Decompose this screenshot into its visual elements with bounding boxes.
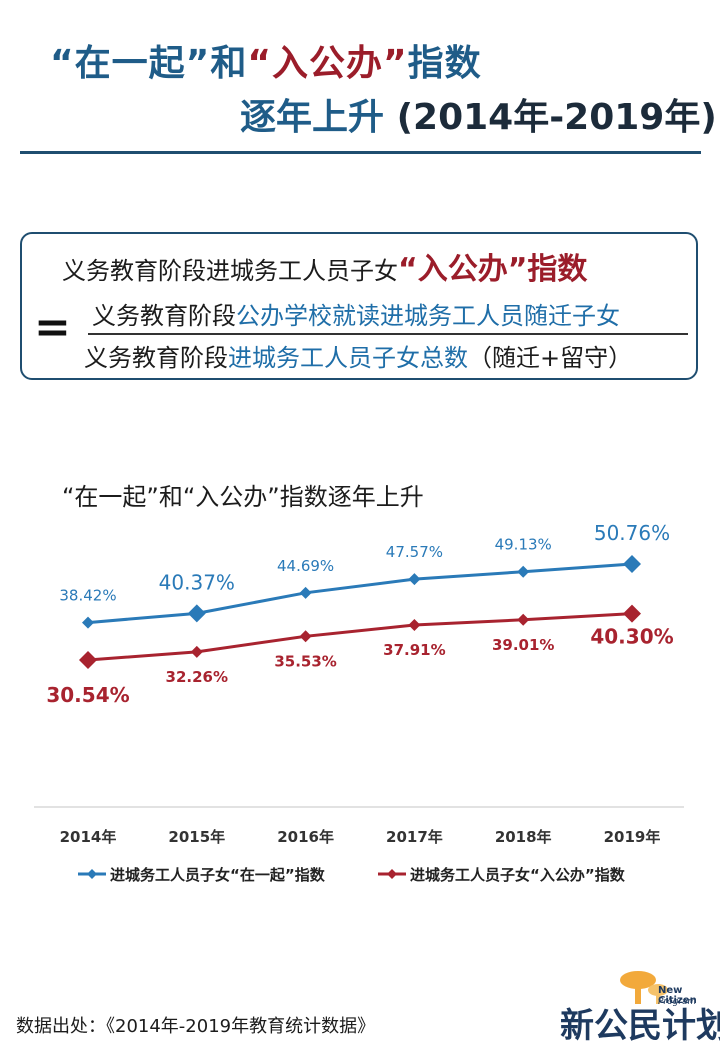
data-point	[517, 565, 530, 578]
chart-title: “在一起”和“入公办”指数逐年上升	[62, 483, 424, 511]
logo-cn: 新公民计划	[560, 1006, 720, 1046]
series-line-2	[87, 612, 633, 662]
subtitle-blue: 逐年上升	[240, 97, 385, 138]
denominator-blue: 进城务工人员子女总数	[228, 344, 468, 372]
data-point	[82, 616, 94, 629]
logo-en-1: New Citizen	[658, 985, 697, 1006]
denominator-suffix: （随迁+留守）	[468, 344, 633, 372]
title-part-1: “在一起”和	[50, 43, 248, 84]
data-label: 39.01%	[492, 636, 554, 654]
x-tick-label: 2014年	[60, 828, 117, 846]
data-point	[623, 604, 641, 623]
numerator-plain: 义务教育阶段	[92, 302, 236, 330]
data-point	[190, 645, 203, 658]
data-label: 32.26%	[166, 668, 228, 686]
data-label: 49.13%	[495, 536, 552, 554]
data-label: 50.76%	[594, 521, 670, 545]
data-label: 40.30%	[590, 625, 673, 649]
data-source: 数据出处：《2014年-2019年教育统计数据》	[16, 1016, 376, 1037]
legend-label: 进城务工人员子女“在一起”指数	[110, 866, 326, 884]
data-point	[187, 604, 206, 623]
x-tick-label: 2018年	[495, 828, 552, 846]
formula-top-red: “入公办”指数	[398, 252, 588, 287]
numerator-blue: 公办学校就读进城务工人员随迁子女	[236, 302, 620, 330]
title-divider	[20, 151, 701, 154]
denominator-plain: 义务教育阶段	[84, 344, 228, 372]
x-tick-label: 2019年	[604, 828, 661, 846]
legend-label: 进城务工人员子女“入公办”指数	[410, 866, 626, 884]
data-point	[623, 555, 641, 573]
line-chart: 2014年 2015年 2016年 2017年 2018年 2019年 38.42% 40.3…	[34, 521, 684, 884]
series-line-1	[87, 562, 633, 625]
data-label: 38.42%	[59, 587, 116, 605]
legend-marker	[387, 869, 397, 879]
formula-box: 义务教育阶段进城务工人员子女“入公办”指数 = 义务教育阶段公办学校就读进城务工…	[20, 232, 698, 380]
x-tick-label: 2016年	[277, 828, 334, 846]
data-point	[408, 573, 421, 586]
legend-marker	[87, 869, 97, 879]
data-point	[299, 630, 312, 643]
data-label: 35.53%	[274, 652, 336, 670]
fraction-line	[88, 333, 688, 335]
mushroom-icon	[620, 971, 668, 1004]
title-part-3: 指数	[407, 43, 482, 84]
logo-en-2: Program	[658, 997, 697, 1007]
formula-numerator: 义务教育阶段公办学校就读进城务工人员随迁子女	[92, 296, 620, 331]
formula-top-text: 义务教育阶段进城务工人员子女	[62, 257, 398, 285]
data-label: 40.37%	[159, 570, 235, 594]
x-tick-label: 2017年	[386, 828, 443, 846]
data-label: 44.69%	[277, 557, 334, 575]
subtitle-dark: (2014年-2019年)	[396, 97, 717, 138]
data-label: 30.54%	[46, 683, 129, 707]
data-point	[79, 651, 97, 669]
data-point	[299, 586, 312, 599]
page-subtitle: 逐年上升 (2014年-2019年)	[240, 88, 717, 140]
data-label: 37.91%	[383, 641, 445, 659]
page-title: “在一起”和“入公办”指数	[50, 34, 482, 86]
data-point	[517, 613, 530, 626]
formula-top: 义务教育阶段进城务工人员子女“入公办”指数	[62, 244, 587, 288]
x-tick-label: 2015年	[168, 828, 225, 846]
data-point	[408, 619, 421, 632]
data-label: 47.57%	[386, 543, 443, 561]
formula-denominator: 义务教育阶段进城务工人员子女总数（随迁+留守）	[84, 338, 632, 373]
formula-equals: =	[34, 302, 71, 353]
logo: New Citizen Program 新公民计划	[560, 962, 720, 1046]
title-part-2: “入公办”	[247, 43, 408, 84]
